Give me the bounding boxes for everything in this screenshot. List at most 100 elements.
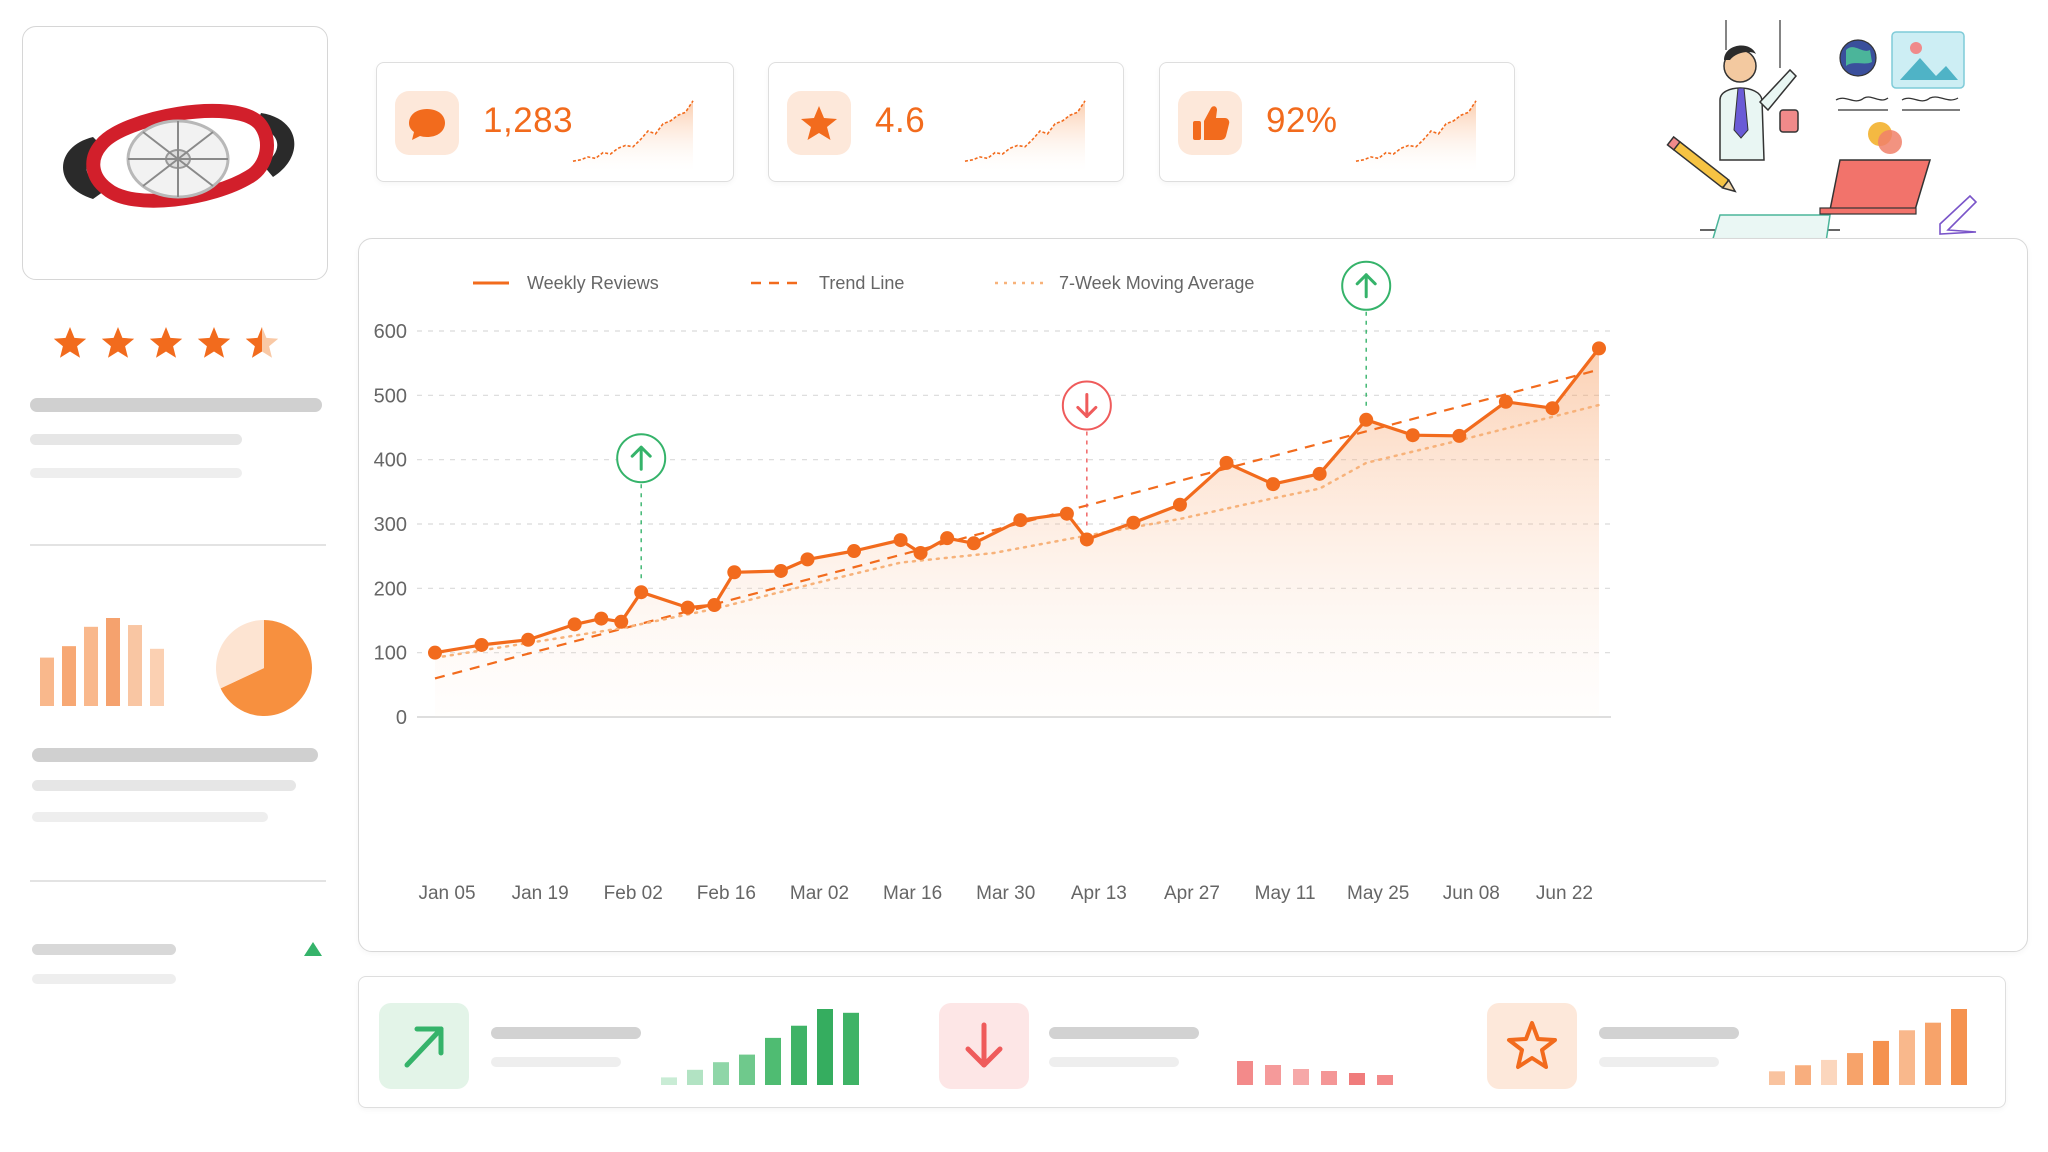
mini-bar [1769, 1071, 1785, 1085]
analyst-illustration [1666, 20, 1978, 243]
sparkline-line [964, 100, 1086, 162]
x-tick-label: Jun 22 [1536, 883, 1593, 904]
mini-bar [1377, 1075, 1393, 1085]
data-point [521, 632, 536, 647]
data-point [428, 645, 442, 660]
data-point [1059, 506, 1074, 521]
kpi-card-rating[interactable]: 4.6 [768, 62, 1124, 182]
weekly-reviews-area [435, 348, 1599, 717]
data-point [800, 552, 815, 567]
mini-bar [687, 1069, 703, 1085]
speech-bubble-icon [409, 109, 445, 140]
kpi-card-approval[interactable]: 92% [1159, 62, 1515, 182]
mini-bar [106, 618, 120, 706]
data-point [707, 598, 722, 613]
text-placeholder [30, 434, 242, 445]
kpi-card-reviews[interactable]: 1,283 [376, 62, 734, 182]
mini-bar-chart [40, 618, 164, 706]
x-tick-label: Mar 16 [883, 883, 942, 904]
rating-panel-icon-box[interactable] [1487, 1003, 1577, 1089]
x-tick-label: Feb 16 [697, 883, 756, 904]
kpi-icon-box [395, 91, 459, 155]
rating-star-partial [245, 327, 262, 358]
data-point [847, 544, 862, 559]
text-placeholder [491, 1057, 621, 1067]
x-tick-label: Mar 02 [790, 883, 849, 904]
down-arrow-icon [965, 1022, 1003, 1068]
text-placeholder [491, 1027, 641, 1039]
legend-label-trend-line: Trend Line [819, 273, 904, 293]
legend-label-moving-average: 7-Week Moving Average [1059, 273, 1254, 293]
growth-panel-icon-box[interactable] [379, 1003, 469, 1089]
mini-bar [1847, 1053, 1863, 1085]
product-image-card[interactable] [22, 26, 328, 280]
mini-pie-chart [216, 620, 312, 716]
data-point [1079, 532, 1094, 547]
sparkline-area [965, 100, 1085, 171]
mini-bar [661, 1077, 677, 1085]
data-point [773, 563, 788, 578]
mini-bar [817, 1009, 833, 1085]
y-tick-label: 300 [374, 514, 407, 536]
mini-bar [713, 1062, 729, 1085]
data-point [940, 531, 955, 546]
decline-panel-icon-box[interactable] [939, 1003, 1029, 1089]
mini-bar [791, 1025, 807, 1085]
data-point [1359, 412, 1374, 427]
mini-bar [1265, 1065, 1281, 1085]
y-tick-label: 100 [374, 643, 407, 665]
y-tick-label: 600 [374, 321, 407, 343]
data-point [1452, 428, 1467, 443]
text-placeholder [32, 780, 296, 791]
kpi-icon-box [1178, 91, 1242, 155]
data-point [1312, 466, 1327, 481]
weekly-reviews-chart-card: Weekly Reviews Trend Line 7-Week Moving … [358, 238, 2028, 952]
rating-star-full [101, 327, 135, 358]
sparkline [572, 100, 694, 171]
divider [30, 880, 326, 882]
mini-bar [843, 1012, 859, 1085]
data-point [1592, 341, 1606, 356]
mini-bar [1925, 1022, 1941, 1085]
data-point [1219, 455, 1234, 470]
data-point [1545, 401, 1560, 416]
star-outline-icon [1507, 1021, 1557, 1069]
weekly-reviews-chart: Weekly Reviews Trend Line 7-Week Moving … [374, 260, 1611, 904]
data-point [594, 611, 609, 626]
mini-bar-chart-rating [1769, 1009, 1967, 1085]
up-triangle-icon [304, 942, 322, 956]
trend-up-arrow-icon [404, 1026, 444, 1068]
x-tick-label: Mar 30 [976, 883, 1035, 904]
text-placeholder [30, 398, 322, 412]
mini-bar [1321, 1071, 1337, 1085]
data-point [634, 585, 649, 600]
rating-stars [53, 327, 279, 358]
text-placeholder [1049, 1057, 1179, 1067]
x-tick-label: Jun 08 [1443, 883, 1500, 904]
mini-bar-chart-growth [661, 1009, 859, 1085]
mini-bar [1873, 1040, 1889, 1085]
y-tick-label: 500 [374, 385, 407, 407]
data-point [614, 614, 629, 629]
sparkline [1355, 100, 1477, 171]
mini-bar [1237, 1061, 1253, 1085]
kpi-icon-box [787, 91, 851, 155]
sparkline-line [1355, 100, 1477, 162]
x-tick-label: Jan 19 [512, 883, 569, 904]
data-point [1405, 428, 1420, 443]
sparkline [964, 100, 1086, 171]
data-point [1172, 497, 1187, 512]
thumbs-up-icon [1193, 106, 1230, 140]
mini-bar [739, 1054, 755, 1085]
data-point [913, 545, 928, 560]
data-point [966, 536, 981, 551]
text-placeholder [1599, 1057, 1719, 1067]
x-tick-label: Feb 02 [604, 883, 663, 904]
pie-slice [220, 620, 312, 716]
mini-bar [62, 646, 76, 706]
kpi-value: 1,283 [483, 101, 574, 140]
y-tick-label: 200 [374, 578, 407, 600]
text-placeholder [32, 812, 268, 822]
legend-label-weekly-reviews: Weekly Reviews [527, 273, 659, 293]
text-placeholder [32, 974, 176, 984]
